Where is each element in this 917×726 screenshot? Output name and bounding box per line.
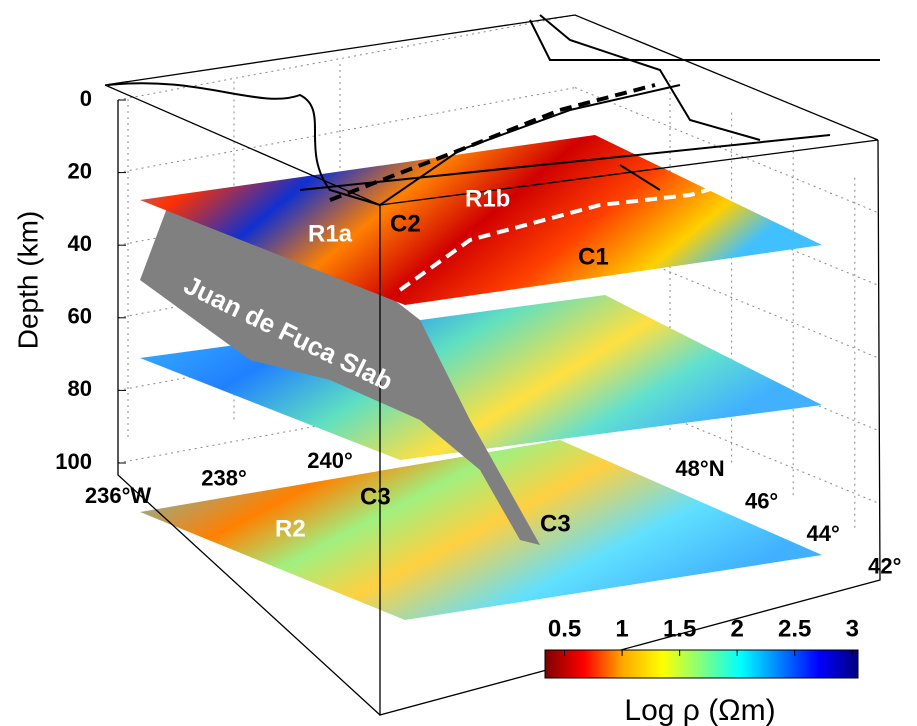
colorbar-tick-label: 0.5: [548, 615, 581, 642]
x-tick-label: 238°: [201, 465, 247, 490]
colorbar-tick-label: 1.5: [663, 615, 696, 642]
x-tick-label: 236°W: [85, 483, 152, 508]
x-tick-label: 240°: [307, 448, 353, 473]
y-axis-label: Depth (km): [12, 211, 43, 349]
annotation: C3: [360, 483, 391, 510]
y-tick-label: 20: [68, 158, 92, 183]
figure: R1a R1b C1 C2 C3 C3 R2 Juan de Fuca Slab…: [0, 0, 917, 726]
z-tick-label: 44°: [807, 521, 840, 546]
colorbar-tick-label: 2: [730, 615, 743, 642]
annotation: C3: [540, 510, 571, 537]
annotation: C1: [578, 243, 609, 270]
y-tick-label: 0: [80, 86, 92, 111]
colorbar-tick-label: 1: [615, 615, 628, 642]
z-tick-label: 48°N: [675, 456, 724, 481]
y-tick-label: 40: [68, 231, 92, 256]
colorbar-tick-label: 3: [846, 615, 859, 642]
colorbar-label: Log ρ (Ωm): [624, 694, 775, 726]
annotation: C2: [390, 210, 421, 237]
z-tick-label: 46°: [745, 488, 778, 513]
z-tick-label: 42°: [868, 554, 901, 579]
grid-line: [118, 15, 575, 100]
annotation: R1a: [308, 220, 353, 247]
colorbar: [545, 650, 858, 678]
colorbar-tick-label: 2.5: [778, 615, 811, 642]
annotation: R2: [275, 515, 306, 542]
annotation: R1b: [465, 185, 510, 212]
y-tick-label: 100: [55, 449, 92, 474]
y-tick-label: 60: [68, 304, 92, 329]
y-tick-label: 80: [68, 376, 92, 401]
